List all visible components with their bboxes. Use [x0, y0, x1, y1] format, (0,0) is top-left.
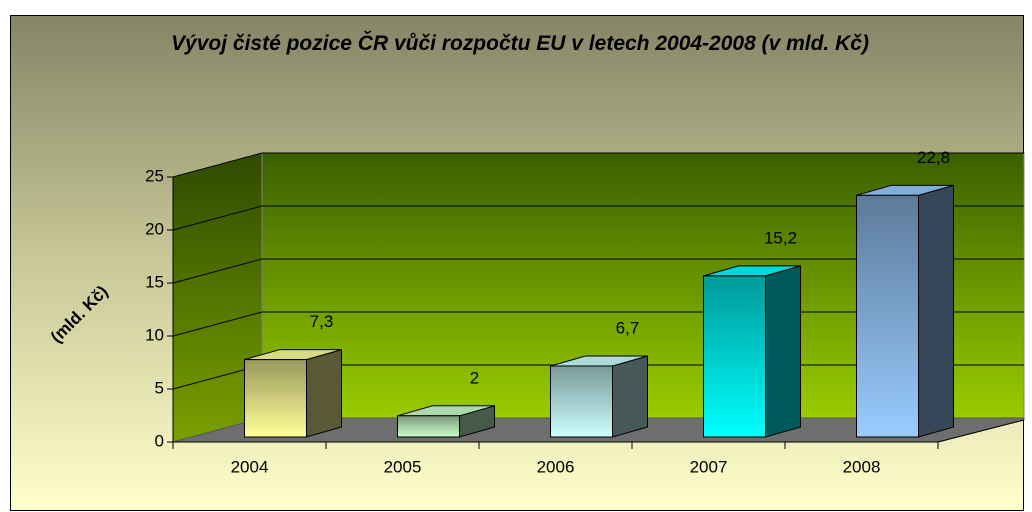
value-label: 2: [470, 368, 479, 387]
bar-front: [397, 415, 460, 438]
grid-line: [172, 152, 263, 178]
x-tick-label: 2005: [384, 457, 422, 476]
chart-title: Vývoj čisté pozice ČR vůči rozpočtu EU v…: [171, 32, 869, 55]
bar-side: [765, 265, 801, 438]
y-tick-label: 15: [145, 272, 164, 291]
x-tick-label: 2008: [843, 457, 881, 476]
bar: [856, 184, 954, 438]
floor-edge: [937, 419, 1025, 443]
bar: [550, 355, 648, 438]
bar-front: [856, 194, 919, 438]
bar: [397, 405, 495, 438]
y-tick-label: 25: [145, 166, 164, 185]
y-tick-label: 10: [145, 325, 164, 344]
grid-line: [172, 258, 263, 284]
value-label: 22,8: [917, 148, 950, 167]
bar: [703, 265, 801, 438]
x-tick-label: 2007: [690, 457, 728, 476]
bar-side: [612, 355, 648, 438]
bar-front: [244, 359, 307, 438]
value-label: 6,7: [616, 318, 640, 337]
y-tick-label: 20: [145, 219, 164, 238]
y-tick-label: 5: [155, 378, 164, 397]
bar-front: [703, 275, 766, 438]
value-label: 7,3: [310, 312, 334, 331]
bar-side: [918, 184, 954, 438]
bar: [244, 348, 342, 438]
y-tick-label: 0: [155, 431, 164, 450]
grid-line: [172, 205, 263, 231]
grid-line: [172, 311, 263, 337]
x-tick-label: 2004: [231, 457, 269, 476]
bar-front: [550, 365, 613, 438]
bar-side: [306, 348, 342, 438]
value-label: 15,2: [764, 228, 797, 247]
x-tick-label: 2006: [537, 457, 575, 476]
